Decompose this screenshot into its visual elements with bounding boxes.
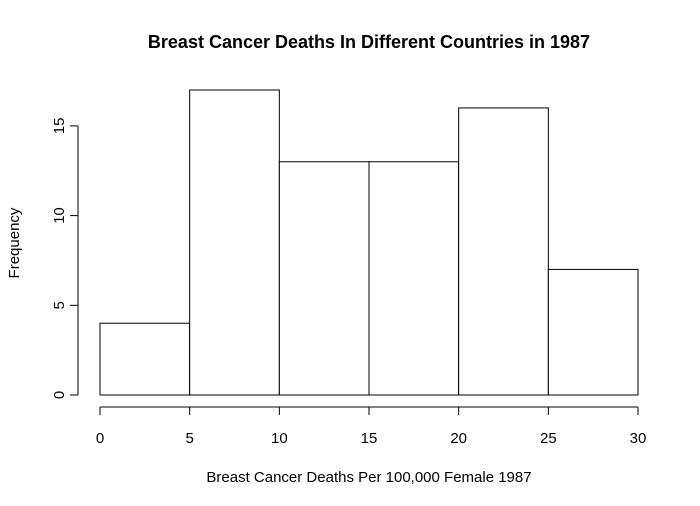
x-tick-label: 30 bbox=[630, 430, 647, 447]
y-tick-label: 5 bbox=[51, 301, 68, 309]
bars-group bbox=[99, 89, 639, 396]
x-tick-label: 25 bbox=[540, 430, 557, 447]
x-tick-label: 20 bbox=[450, 430, 467, 447]
x-axis: 0 5 10 15 20 25 30 bbox=[96, 406, 647, 447]
x-tick-label: 0 bbox=[96, 430, 104, 447]
y-axis: 0 5 10 15 bbox=[51, 118, 79, 399]
y-tick-label: 0 bbox=[51, 391, 68, 399]
y-tick-label: 10 bbox=[51, 207, 68, 224]
x-tick-label: 10 bbox=[271, 430, 288, 447]
histogram-bar bbox=[189, 89, 280, 396]
y-tick-label: 15 bbox=[51, 118, 68, 135]
y-axis-label: Frequency bbox=[6, 207, 23, 278]
histogram-bar bbox=[368, 161, 460, 396]
x-axis-label: Breast Cancer Deaths Per 100,000 Female … bbox=[206, 469, 531, 486]
histogram-bar bbox=[458, 107, 549, 396]
chart-title: Breast Cancer Deaths In Different Countr… bbox=[148, 32, 590, 52]
histogram-bar bbox=[547, 268, 639, 396]
histogram-bar bbox=[278, 161, 370, 396]
histogram-bar bbox=[99, 322, 191, 396]
x-tick-label: 15 bbox=[361, 430, 378, 447]
x-tick-label: 5 bbox=[185, 430, 193, 447]
